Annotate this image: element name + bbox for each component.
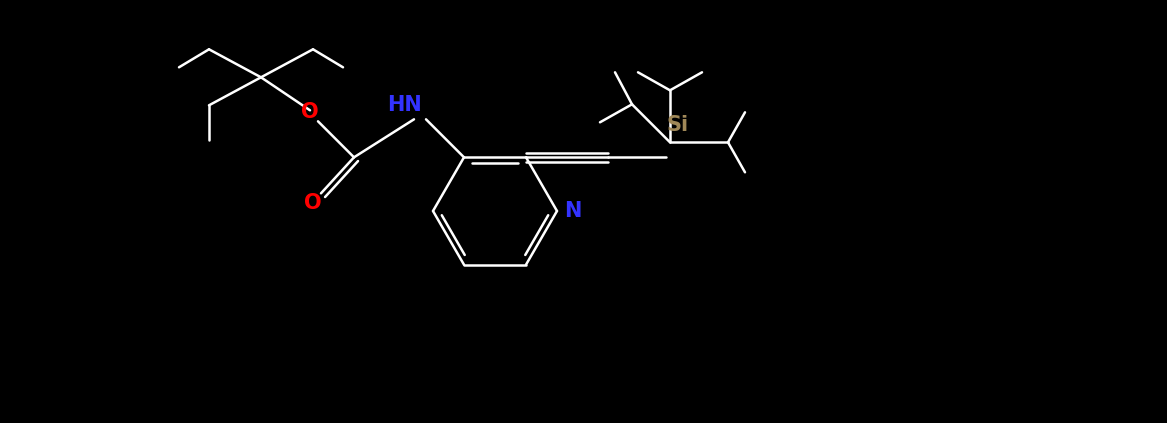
Text: HN: HN: [387, 95, 422, 115]
Text: O: O: [305, 193, 322, 213]
Text: Si: Si: [666, 115, 689, 135]
Text: O: O: [301, 102, 319, 122]
Text: N: N: [564, 201, 581, 221]
